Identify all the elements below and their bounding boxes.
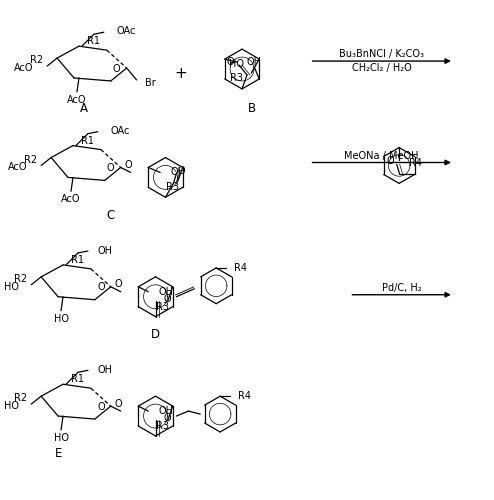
Text: C: C xyxy=(107,208,115,222)
Text: O: O xyxy=(125,160,132,170)
Text: D: D xyxy=(151,328,160,341)
Text: CH₂Cl₂ / H₂O: CH₂Cl₂ / H₂O xyxy=(352,63,412,73)
Text: OH: OH xyxy=(247,57,262,67)
Text: O: O xyxy=(113,64,121,74)
Text: OH: OH xyxy=(98,366,113,376)
Text: R1: R1 xyxy=(87,36,100,46)
Text: O: O xyxy=(386,156,394,166)
Text: MeONa / MeOH: MeONa / MeOH xyxy=(344,150,419,160)
Text: R1: R1 xyxy=(81,136,94,145)
Text: OAc: OAc xyxy=(111,126,130,136)
Text: O: O xyxy=(115,280,123,289)
Text: HO: HO xyxy=(229,59,245,69)
Text: O: O xyxy=(97,402,105,411)
Text: O: O xyxy=(177,166,185,176)
Text: O: O xyxy=(115,398,123,408)
Text: R4: R4 xyxy=(409,158,422,168)
Text: R1: R1 xyxy=(71,374,84,384)
Text: R1: R1 xyxy=(71,255,84,265)
Text: R3: R3 xyxy=(156,421,169,431)
Text: HO: HO xyxy=(53,314,69,324)
Text: O: O xyxy=(164,294,171,304)
Text: R3: R3 xyxy=(230,73,244,83)
Text: Bu₃BnNCl / K₂CO₃: Bu₃BnNCl / K₂CO₃ xyxy=(339,49,424,59)
Text: Br: Br xyxy=(145,78,155,88)
Text: AcO: AcO xyxy=(61,194,81,204)
Text: HO: HO xyxy=(4,401,19,411)
Text: R3: R3 xyxy=(156,302,169,312)
Text: R2: R2 xyxy=(14,393,27,403)
Text: HO: HO xyxy=(53,433,69,443)
Text: O: O xyxy=(164,413,171,423)
Text: OH: OH xyxy=(158,287,173,297)
Text: R2: R2 xyxy=(30,55,43,65)
Text: O: O xyxy=(107,163,115,173)
Text: B: B xyxy=(248,102,256,116)
Text: OAc: OAc xyxy=(117,26,136,36)
Text: +: + xyxy=(174,66,187,80)
Text: R2: R2 xyxy=(14,274,27,284)
Text: Pd/C, H₂: Pd/C, H₂ xyxy=(382,283,421,293)
Text: A: A xyxy=(80,102,88,116)
Text: R4: R4 xyxy=(234,263,247,273)
Text: OH: OH xyxy=(170,168,185,177)
Text: O: O xyxy=(226,57,234,67)
Text: AcO: AcO xyxy=(8,162,27,172)
Text: AcO: AcO xyxy=(14,63,33,73)
Text: R2: R2 xyxy=(24,154,37,164)
Text: R4: R4 xyxy=(238,391,251,401)
Text: O: O xyxy=(97,282,105,292)
Text: HO: HO xyxy=(4,282,19,292)
Text: OH: OH xyxy=(158,406,173,416)
Text: AcO: AcO xyxy=(67,95,87,105)
Text: R3: R3 xyxy=(166,182,179,192)
Text: E: E xyxy=(54,448,62,460)
Text: OH: OH xyxy=(98,246,113,256)
